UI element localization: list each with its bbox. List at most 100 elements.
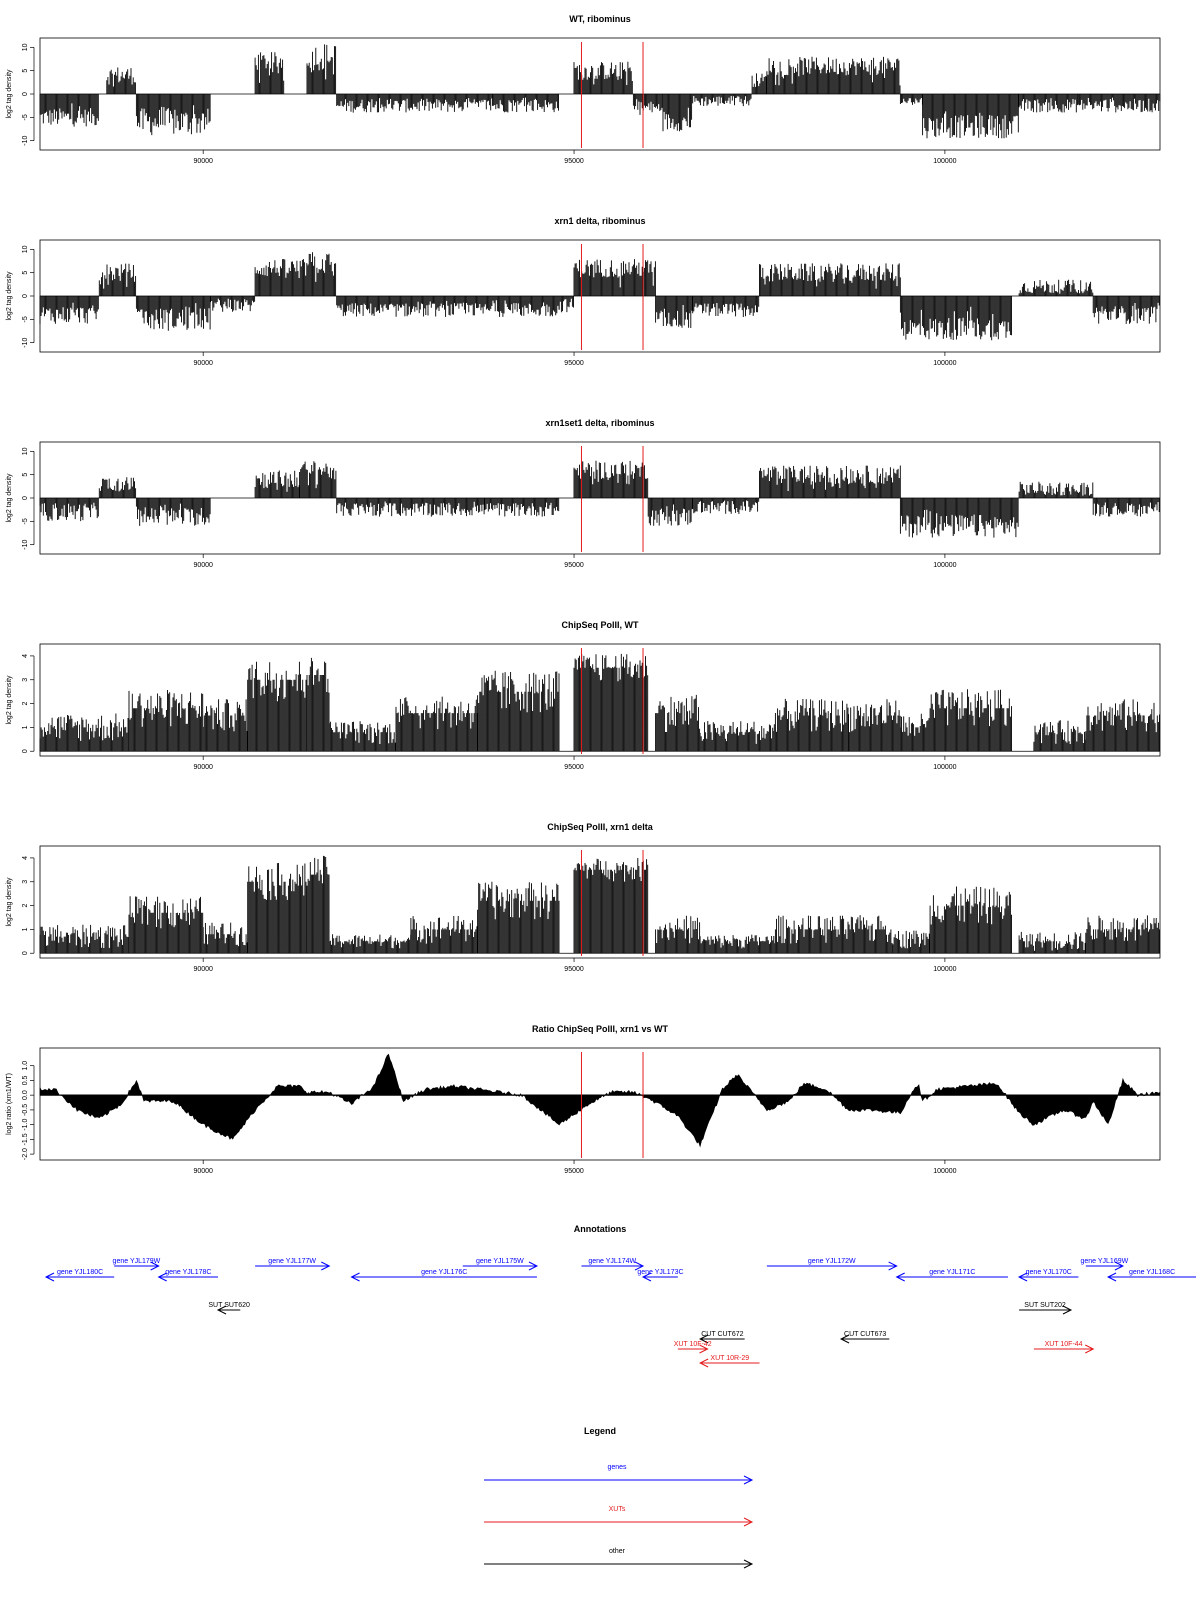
feature-arrow-head [1106, 1272, 1117, 1282]
x-tick-label: 90000 [193, 562, 213, 569]
feature-arrow-head [699, 1358, 709, 1368]
x-tick-label: 90000 [193, 966, 213, 973]
feature-gene-yjl171c: gene YJL171C [895, 1269, 1008, 1282]
data-series [39, 44, 1161, 139]
y-tick-label: 4 [22, 856, 29, 860]
x-tick-label: 90000 [193, 1168, 213, 1175]
feature-label: gene YJL168C [1129, 1269, 1175, 1276]
y-axis: -10 -5 0 5 10 [22, 245, 35, 348]
feature-arrow-head [634, 1261, 645, 1271]
feature-arrow-head [350, 1272, 360, 1282]
panel-title: xrn1 delta, ribominus [554, 216, 645, 226]
y-axis: -2.0 -1.5 -1.0 -0.5 0.0 0.5 1.0 [22, 1061, 35, 1160]
y-tick-label: -5 [22, 316, 29, 322]
feature-label: gene YJL170C [1026, 1269, 1072, 1276]
feature-gene-yjl169w: gene YJL169W [1080, 1258, 1129, 1271]
y-tick-label: 4 [22, 654, 29, 658]
y-axis: -10 -5 0 5 10 [22, 43, 35, 146]
feature-label: gene YJL172W [808, 1258, 856, 1265]
feature-label: XUT 10F-44 [1045, 1341, 1083, 1348]
y-tick-label: 1 [22, 725, 29, 729]
x-axis: 90000 95000 100000 [193, 554, 957, 569]
panel-title: ChipSeq PolII, WT [562, 620, 639, 630]
y-tick-label: -10 [22, 540, 29, 550]
data-series [39, 653, 1160, 752]
x-tick-label: 95000 [564, 966, 584, 973]
panel-ratio: Ratio ChipSeq PolII, xrn1 vs WT log2 rati… [6, 1024, 1161, 1175]
legend-item-genes: genes [484, 1464, 754, 1485]
panel-chipseq-wt: ChipSeq PolII, WT log2 tag density 0 1 2 3 4 90… [6, 620, 1161, 771]
feature-label: gene YJL173C [637, 1269, 683, 1276]
data-series [39, 855, 1160, 954]
y-tick-label: 0 [22, 749, 29, 753]
y-axis-label: log2 tag density [6, 271, 13, 321]
feature-label: CUT CUT673 [844, 1331, 886, 1338]
y-tick-label: 10 [22, 245, 29, 253]
plot-frame [39, 239, 1161, 353]
feature-label: SUT SUT202 [1024, 1302, 1066, 1309]
feature-gene-yjl176c: gene YJL176C [350, 1269, 537, 1282]
legend-label: XUTs [609, 1506, 626, 1513]
y-tick-label: -10 [22, 338, 29, 348]
feature-gene-yjl174w: gene YJL174W [581, 1258, 645, 1271]
plot-frame [39, 1047, 1161, 1161]
feature-gene-yjl175w: gene YJL175W [462, 1258, 539, 1271]
legend-item-xuts: XUTs [484, 1506, 754, 1527]
y-tick-label: -5 [22, 518, 29, 524]
panel-chipseq-xrn1: ChipSeq PolII, xrn1 delta log2 tag densit… [6, 822, 1161, 973]
feature-arrow-head [1062, 1305, 1073, 1315]
feature-sut-sut620: SUT SUT620 [208, 1302, 250, 1315]
feature-label: SUT SUT620 [208, 1302, 250, 1309]
feature-arrow-head [699, 1334, 709, 1344]
feature-label: gene YJL178C [165, 1269, 211, 1276]
x-tick-label: 90000 [193, 360, 213, 367]
y-tick-label: 5 [22, 69, 29, 73]
y-tick-label: 0 [22, 92, 29, 96]
x-axis: 90000 95000 100000 [193, 352, 957, 367]
feature-arrow-head [1085, 1344, 1095, 1354]
feature-arrow-head [44, 1272, 55, 1282]
feature-gene-yjl170c: gene YJL170C [1017, 1269, 1079, 1282]
y-tick-label: -2.0 [22, 1148, 29, 1160]
panel-title: xrn1set1 delta, ribominus [545, 418, 654, 428]
y-tick-label: 0.0 [22, 1090, 29, 1100]
x-axis: 90000 95000 100000 [193, 958, 957, 973]
feature-gene-yjl173c: gene YJL173C [637, 1269, 684, 1282]
feature-arrow-head [1017, 1272, 1028, 1282]
panel-xrn1-ribominus: xrn1 delta, ribominus log2 tag density -10… [6, 216, 1161, 367]
y-tick-label: -1.0 [22, 1118, 29, 1130]
x-tick-label: 95000 [564, 562, 584, 569]
feature-sut-sut202: SUT SUT202 [1019, 1302, 1073, 1315]
legend-label: other [609, 1548, 626, 1555]
y-tick-label: 1 [22, 927, 29, 931]
feature-label: gene YJL171C [929, 1269, 975, 1276]
y-axis: 0 1 2 3 4 [22, 654, 35, 753]
x-tick-label: 100000 [933, 966, 956, 973]
feature-arrow-head [321, 1261, 331, 1271]
panel-title: Ratio ChipSeq PolII, xrn1 vs WT [532, 1024, 669, 1034]
legend-label: genes [607, 1464, 627, 1471]
plot-frame [39, 845, 1161, 959]
feature-label: XUT 10R-29 [710, 1355, 749, 1362]
annotations-title: Annotations [574, 1224, 627, 1234]
annotations-panel: Annotations gene YJL180C gene YJL179W gene … [44, 1224, 1196, 1368]
y-axis: -10 -5 0 5 10 [22, 447, 35, 550]
y-tick-label: 5 [22, 473, 29, 477]
y-tick-label: 10 [22, 447, 29, 455]
feature-cut-cut672: CUT CUT672 [699, 1331, 745, 1344]
y-tick-label: 10 [22, 43, 29, 51]
feature-gene-yjl179w: gene YJL179W [113, 1258, 161, 1271]
feature-arrow-head [1114, 1261, 1125, 1271]
feature-gene-yjl178c: gene YJL178C [157, 1269, 219, 1282]
panel-xrn1set1-ribominus: xrn1set1 delta, ribominus log2 tag densit… [6, 418, 1161, 569]
panel-wt-ribominus: WT, ribominus log2 tag density -10 -5 0 5 10 90… [6, 14, 1161, 165]
feature-arrow-head [699, 1344, 709, 1354]
feature-arrow-head [157, 1272, 167, 1282]
x-tick-label: 100000 [933, 764, 956, 771]
feature-label: gene YJL169W [1080, 1258, 1128, 1265]
y-tick-label: 3 [22, 678, 29, 682]
feature-label: XUT 10F-42 [674, 1341, 712, 1348]
y-tick-label: 0 [22, 294, 29, 298]
